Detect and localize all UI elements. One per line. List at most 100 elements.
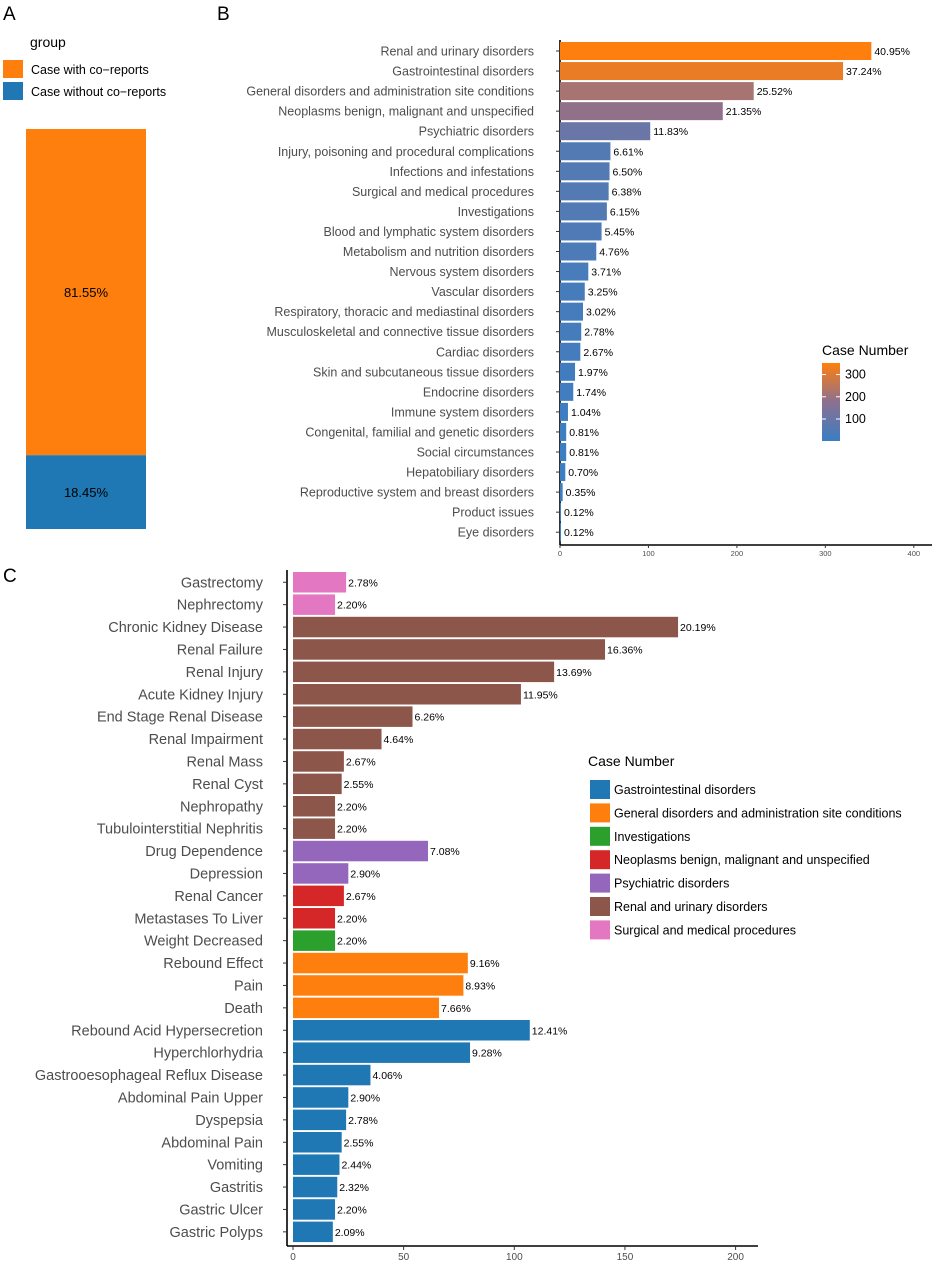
panel-b-bar bbox=[560, 322, 582, 341]
panel-c-category-label: Death bbox=[224, 1001, 263, 1017]
panel-b-bar bbox=[560, 142, 611, 161]
panel-c-data-label: 2.78% bbox=[348, 1115, 378, 1127]
panel-b-data-label: 5.45% bbox=[605, 226, 635, 238]
panel-c-category-label: Renal Mass bbox=[186, 754, 263, 770]
panel-b-data-label: 0.70% bbox=[568, 467, 598, 479]
panel-b-data-label: 2.78% bbox=[584, 327, 614, 339]
panel-a-segment-label: 18.45% bbox=[64, 485, 109, 500]
panel-b-data-label: 21.35% bbox=[726, 106, 762, 118]
panel-c-bar bbox=[293, 1020, 530, 1041]
panel-b-category-label: Renal and urinary disorders bbox=[380, 45, 534, 59]
panel-b-category-label: Musculoskeletal and connective tissue di… bbox=[267, 325, 535, 339]
panel-a-legend-title: group bbox=[30, 34, 66, 50]
panel-c-data-label: 2.67% bbox=[346, 756, 376, 768]
panel-c-data-label: 2.20% bbox=[337, 824, 367, 836]
panel-c-category-label: Nephrectomy bbox=[177, 598, 264, 614]
panel-c-bar bbox=[293, 997, 440, 1019]
panel-c-legend-swatch bbox=[590, 850, 610, 870]
panel-b-bar bbox=[560, 42, 872, 60]
panel-b-category-label: General disorders and administration sit… bbox=[246, 85, 534, 99]
panel-c-bar bbox=[293, 1176, 338, 1198]
panel-c-bar bbox=[293, 796, 336, 817]
panel-b-colorbar-label: 100 bbox=[845, 412, 866, 426]
panel-c-data-label: 16.36% bbox=[607, 644, 643, 656]
panel-b-category-label: Endocrine disorders bbox=[423, 385, 534, 399]
panel-c-bar bbox=[293, 840, 428, 862]
panel-c-bar bbox=[293, 684, 521, 705]
panel-b-data-label: 1.04% bbox=[571, 407, 601, 419]
panel-c-label: C bbox=[3, 566, 17, 587]
panel-b-category-label: Nervous system disorders bbox=[390, 265, 535, 279]
panel-c-legend-swatch bbox=[590, 873, 610, 893]
panel-c-category-label: Renal Impairment bbox=[149, 732, 263, 748]
panel-c-legend-label: Psychiatric disorders bbox=[614, 877, 729, 891]
panel-c-category-label: Weight Decreased bbox=[144, 934, 263, 950]
panel-b-bar bbox=[560, 443, 567, 461]
panel-b-bar bbox=[560, 523, 561, 542]
panel-b-data-label: 0.81% bbox=[569, 447, 599, 459]
panel-c-xtick-label: 200 bbox=[727, 1252, 744, 1263]
panel-b-category-label: Reproductive system and breast disorders bbox=[300, 486, 534, 500]
panel-b-legend-title: Case Number bbox=[822, 342, 909, 358]
panel-b-data-label: 11.83% bbox=[653, 126, 688, 138]
panel-c-category-label: Gastric Ulcer bbox=[179, 1202, 263, 1218]
panel-c-category-label: Renal Cancer bbox=[174, 889, 263, 905]
panel-b-category-label: Injury, poisoning and procedural complic… bbox=[278, 145, 534, 159]
panel-c-category-label: Rebound Acid Hypersecretion bbox=[71, 1023, 263, 1039]
panel-b-bar bbox=[560, 483, 563, 502]
panel-c-bar bbox=[293, 885, 344, 907]
panel-c-bar bbox=[293, 1064, 371, 1086]
panel-c-bar bbox=[293, 751, 344, 772]
panel-b-bar bbox=[560, 382, 574, 401]
panel-b-bar bbox=[560, 82, 754, 101]
panel-c-data-label: 12.41% bbox=[532, 1025, 568, 1037]
panel-c-legend-label: Surgical and medical procedures bbox=[614, 923, 796, 937]
panel-c-bar bbox=[293, 908, 336, 929]
panel-b-data-label: 3.71% bbox=[591, 267, 621, 279]
panel-c-category-label: Depression bbox=[190, 866, 263, 882]
panel-c-bar bbox=[293, 818, 336, 839]
panel-c-bar bbox=[293, 1132, 342, 1153]
panel-b-data-label: 1.97% bbox=[578, 367, 608, 379]
panel-b-category-label: Gastrointestinal disorders bbox=[392, 65, 534, 79]
panel-b-bar bbox=[560, 342, 581, 361]
panel-b-category-label: Hepatobiliary disorders bbox=[406, 466, 534, 480]
panel-c-category-label: Vomiting bbox=[207, 1158, 263, 1174]
panel-b-data-label: 6.38% bbox=[612, 186, 642, 198]
panel-c-bar bbox=[293, 661, 555, 683]
panel-b-data-label: 0.12% bbox=[564, 507, 594, 519]
panel-b-category-label: Vascular disorders bbox=[431, 285, 534, 299]
panel-c-category-label: Tubulointerstitial Nephritis bbox=[97, 822, 263, 838]
panel-c-legend-label: Neoplasms benign, malignant and unspecif… bbox=[614, 853, 870, 867]
panel-c-category-label: Rebound Effect bbox=[163, 956, 263, 972]
panel-c-data-label: 2.20% bbox=[337, 936, 367, 948]
panel-b-category-label: Blood and lymphatic system disorders bbox=[323, 225, 534, 239]
panel-b-bar bbox=[560, 463, 566, 482]
panel-c-category-label: Renal Cyst bbox=[192, 777, 263, 793]
panel-c-legend-swatch bbox=[590, 803, 610, 823]
panel-c-bar bbox=[293, 706, 413, 727]
panel-c-data-label: 4.06% bbox=[372, 1070, 402, 1082]
panel-c-xtick-label: 100 bbox=[506, 1252, 523, 1263]
panel-c-category-label: Acute Kidney Injury bbox=[138, 687, 264, 703]
panel-b-category-label: Skin and subcutaneous tissue disorders bbox=[313, 365, 534, 379]
panel-a-legend-with: Case with co−reports bbox=[31, 63, 149, 77]
panel-c-legend-swatch bbox=[590, 780, 610, 799]
panel-c-category-label: Drug Dependence bbox=[145, 844, 263, 860]
panel-b-category-label: Eye disorders bbox=[458, 526, 534, 540]
panel-b-data-label: 6.61% bbox=[613, 146, 643, 158]
panel-c-category-label: Nephropathy bbox=[180, 799, 264, 815]
panel-b-bar bbox=[560, 302, 583, 321]
panel-c-data-label: 2.20% bbox=[337, 600, 367, 612]
panel-c-data-label: 4.64% bbox=[384, 734, 414, 746]
panel-b-category-label: Surgical and medical procedures bbox=[352, 185, 534, 199]
panel-c-data-label: 6.26% bbox=[415, 712, 445, 724]
panel-c-bar bbox=[293, 1221, 333, 1243]
panel-b-colorbar-label: 200 bbox=[845, 390, 866, 404]
panel-b-data-label: 0.81% bbox=[569, 427, 599, 439]
panel-c-data-label: 7.66% bbox=[441, 1003, 471, 1015]
panel-c-bar bbox=[293, 975, 464, 996]
panel-b-data-label: 4.76% bbox=[599, 247, 629, 259]
panel-c-category-label: Abdominal Pain bbox=[161, 1135, 263, 1151]
panel-b-xtick-label: 0 bbox=[558, 549, 562, 558]
